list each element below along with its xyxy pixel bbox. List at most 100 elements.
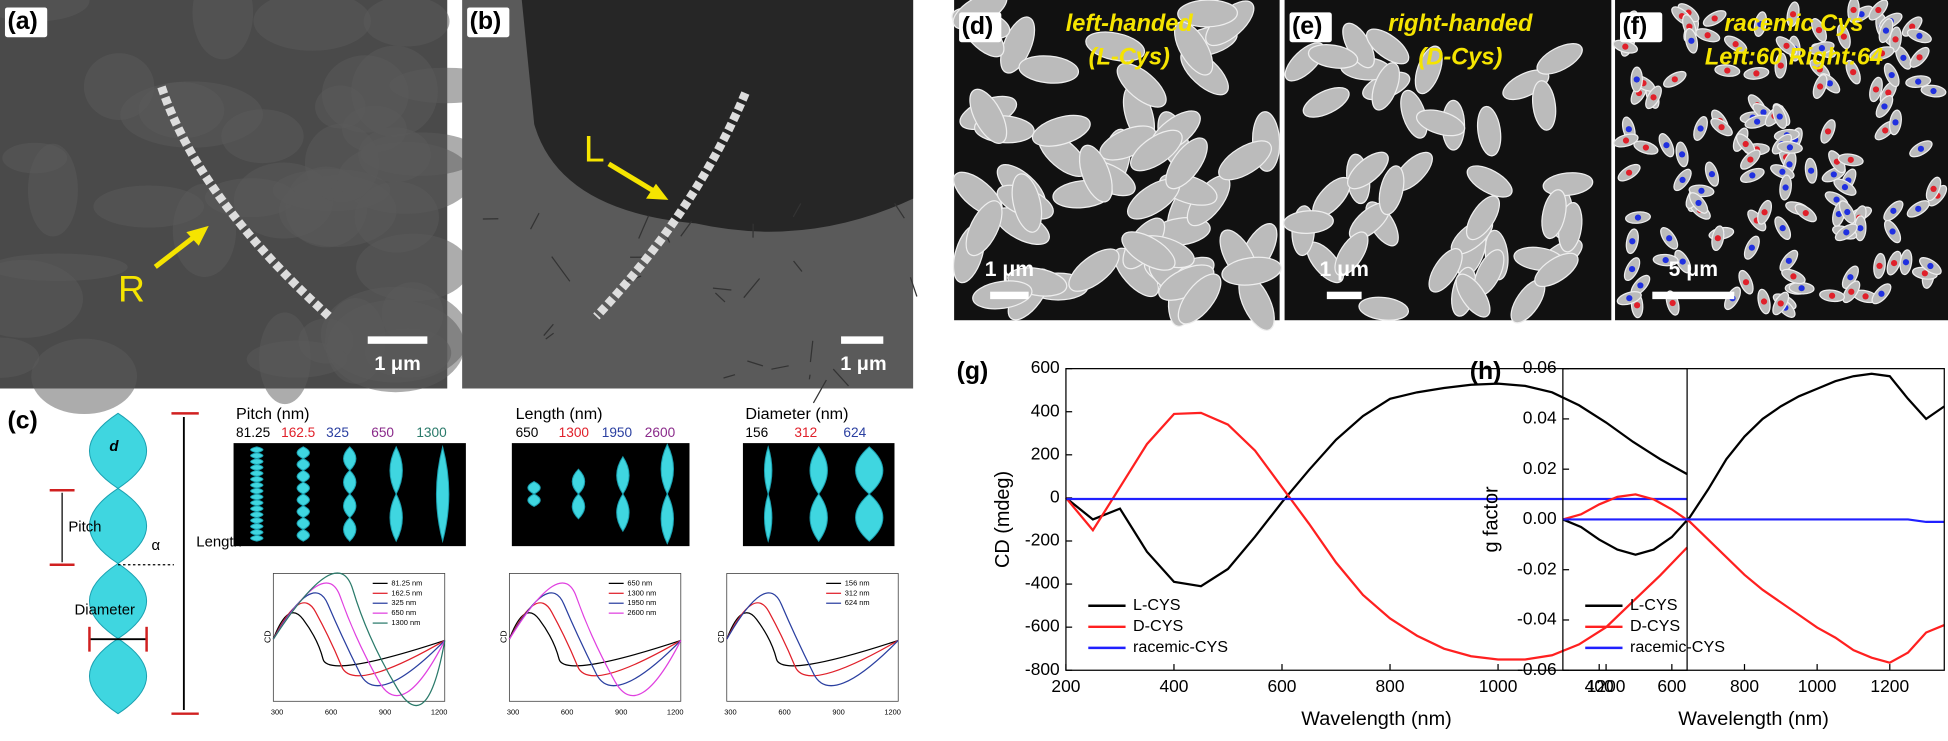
y-tick-label: 0.04	[1523, 408, 1557, 428]
label-bg	[1289, 12, 1332, 43]
marker	[1847, 156, 1854, 163]
crack	[793, 260, 803, 272]
marker	[1782, 184, 1789, 191]
x-tick-label: 800	[1376, 676, 1405, 696]
helix-render	[389, 492, 403, 543]
x-tick-label: 600	[1267, 676, 1296, 696]
y-tick-label: 0.00	[1523, 508, 1557, 528]
texture	[0, 253, 128, 282]
crystal	[1358, 296, 1410, 321]
crystal	[1000, 16, 1036, 74]
y-tick-label: 400	[1031, 400, 1060, 420]
crack	[909, 277, 918, 297]
marker	[1816, 66, 1823, 73]
crystal	[1031, 114, 1091, 147]
helix	[89, 562, 147, 640]
mini-curve	[272, 602, 446, 677]
schematic-label: Pitch	[68, 519, 101, 535]
crystal	[1378, 165, 1405, 216]
marker	[1890, 259, 1898, 267]
mini-plot	[508, 573, 682, 702]
marker	[1916, 54, 1923, 61]
y-tick-label: -600	[1025, 616, 1060, 636]
mini-plot	[272, 573, 446, 702]
mini-curve	[726, 612, 899, 667]
crack	[551, 256, 571, 282]
helix-render	[250, 475, 264, 483]
marker	[1927, 262, 1934, 270]
marker	[1742, 140, 1749, 148]
mini-curve	[726, 602, 899, 677]
panel-label: (c)	[7, 408, 37, 435]
scale-bar	[1652, 291, 1735, 300]
crack	[545, 332, 554, 340]
legend-label: racemic-CYS	[1133, 638, 1228, 656]
group-title: Diameter (nm)	[745, 405, 848, 423]
helix-render	[250, 464, 264, 471]
mini-legend-label: 81.25 nm	[391, 578, 422, 587]
marker	[1882, 127, 1889, 134]
group-value: 312	[794, 425, 817, 440]
marker	[1843, 229, 1850, 236]
series-line	[1562, 518, 1945, 524]
marker	[1848, 288, 1855, 295]
marker	[1708, 171, 1716, 178]
mini-legend-label: 624 nm	[845, 598, 870, 607]
scale-bar	[1326, 291, 1362, 300]
marker	[1637, 282, 1644, 289]
group-value: 650	[516, 425, 539, 440]
marker	[1663, 142, 1670, 149]
texture	[0, 337, 40, 378]
schematic-label: d	[109, 439, 119, 455]
marker	[1882, 27, 1890, 34]
marker	[1909, 23, 1916, 30]
helix-render	[250, 505, 264, 513]
x-tick-label: 1200	[1870, 676, 1909, 696]
marker	[1754, 118, 1761, 125]
schematic-label: Length	[196, 534, 242, 550]
group-value: 325	[326, 425, 349, 440]
crystal	[1302, 86, 1350, 118]
x-axis-label: Wavelength (nm)	[1678, 708, 1829, 730]
mini-curve	[508, 612, 682, 667]
mini-xtick-label: 900	[615, 707, 627, 716]
y-tick-label: 600	[1031, 357, 1060, 377]
panel-label: (h)	[1470, 358, 1502, 385]
x-tick-label: 1000	[1479, 676, 1518, 696]
y-tick-label: 0.06	[1523, 357, 1557, 377]
marker	[1748, 244, 1755, 251]
caption: left-handed	[1066, 10, 1194, 36]
mini-xtick-label: 1200	[884, 707, 901, 716]
marker	[1881, 103, 1888, 110]
marker	[1875, 6, 1882, 14]
helix-render	[616, 493, 630, 533]
helix-render	[250, 493, 264, 501]
helix-render	[855, 493, 884, 542]
texture	[320, 286, 470, 383]
crystal	[965, 200, 1003, 257]
crystal	[1011, 173, 1043, 233]
marker	[1830, 171, 1837, 178]
crack	[771, 365, 789, 370]
texture	[31, 338, 138, 415]
marker	[1633, 76, 1640, 83]
mini-curve	[508, 602, 682, 677]
marker	[1622, 137, 1630, 144]
marker	[1802, 209, 1809, 217]
marker	[1786, 161, 1793, 168]
marker	[1916, 32, 1923, 40]
marker	[1622, 43, 1629, 50]
marker	[1634, 214, 1642, 221]
label-bg	[467, 7, 510, 38]
marker	[1628, 265, 1636, 273]
texture	[358, 127, 432, 183]
legend-label: D-CYS	[1133, 617, 1183, 635]
y-tick-label: -0.02	[1517, 558, 1557, 578]
crystal	[969, 88, 1008, 144]
panel-label: (a)	[7, 8, 37, 35]
mini-ylabel: CD	[263, 630, 273, 643]
arrow	[153, 231, 201, 269]
dark-region	[521, 0, 914, 232]
group-value: 624	[843, 425, 866, 440]
